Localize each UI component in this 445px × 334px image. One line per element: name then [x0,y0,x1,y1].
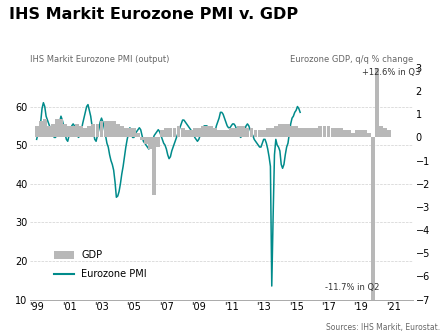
Bar [217,131,221,137]
Bar [270,128,274,137]
Bar [286,124,290,137]
Bar [298,128,302,137]
Bar [160,131,164,137]
Bar [96,124,99,137]
Bar [363,131,367,137]
Bar [343,131,347,137]
Bar [104,121,108,137]
Bar [306,128,310,137]
Bar [213,128,217,137]
Bar [185,131,189,137]
Bar [43,119,47,137]
Bar [112,121,116,137]
Bar [225,131,229,137]
Bar [319,126,322,137]
Bar [274,126,278,137]
Bar [92,124,95,137]
Bar [237,126,241,137]
Text: IHS Markit Eurozone PMI (output): IHS Markit Eurozone PMI (output) [30,55,170,64]
Bar [71,126,75,137]
Text: IHS Markit Eurozone PMI v. GDP: IHS Markit Eurozone PMI v. GDP [9,7,298,22]
Bar [177,126,181,137]
Text: Eurozone GDP, q/q % change: Eurozone GDP, q/q % change [290,55,413,64]
Bar [120,126,124,137]
Bar [282,124,286,137]
Legend: GDP, Eurozone PMI: GDP, Eurozone PMI [50,246,151,283]
Bar [315,128,318,137]
Bar [164,128,168,137]
Bar [55,119,59,137]
Bar [351,133,355,137]
Bar [205,126,209,137]
Bar [152,137,156,195]
Bar [339,128,343,137]
Bar [75,124,79,137]
Text: +12.6% in Q3: +12.6% in Q3 [362,68,420,77]
Bar [173,128,176,137]
Bar [375,0,379,137]
Bar [83,128,87,137]
Bar [51,124,55,137]
Bar [359,131,363,137]
Bar [229,128,233,137]
Bar [367,133,371,137]
Bar [331,128,335,137]
Bar [233,128,237,137]
Bar [59,119,63,137]
Bar [327,126,331,137]
Bar [201,126,205,137]
Bar [262,131,266,137]
Bar [197,128,201,137]
Bar [294,126,298,137]
Bar [116,124,120,137]
Bar [47,126,51,137]
Bar [254,131,258,137]
Bar [278,124,282,137]
Bar [302,128,306,137]
Bar [266,128,270,137]
Bar [108,121,112,137]
Bar [242,126,245,137]
Bar [250,128,254,137]
Bar [79,126,83,137]
Bar [347,131,351,137]
Bar [128,128,132,137]
Bar [132,128,136,137]
Bar [156,137,160,147]
Bar [63,124,67,137]
Bar [383,128,387,137]
Bar [258,131,262,137]
Bar [335,128,339,137]
Bar [124,128,128,137]
Text: -11.7% in Q2: -11.7% in Q2 [325,283,380,292]
Bar [246,128,249,137]
Bar [100,121,103,137]
Bar [310,128,314,137]
Bar [221,131,225,137]
Bar [35,126,39,137]
Bar [181,128,185,137]
Bar [144,137,148,144]
Bar [39,121,43,137]
Text: Sources: IHS Markit, Eurostat.: Sources: IHS Markit, Eurostat. [327,323,441,332]
Bar [193,128,197,137]
Bar [379,126,383,137]
Bar [355,131,359,137]
Bar [189,131,193,137]
Bar [209,126,213,137]
Bar [148,137,152,149]
Bar [323,126,327,137]
Bar [388,131,391,137]
Bar [169,128,172,137]
Bar [140,137,144,140]
Bar [87,126,91,137]
Bar [67,126,71,137]
Bar [290,126,294,137]
Bar [136,133,140,137]
Bar [371,137,375,334]
